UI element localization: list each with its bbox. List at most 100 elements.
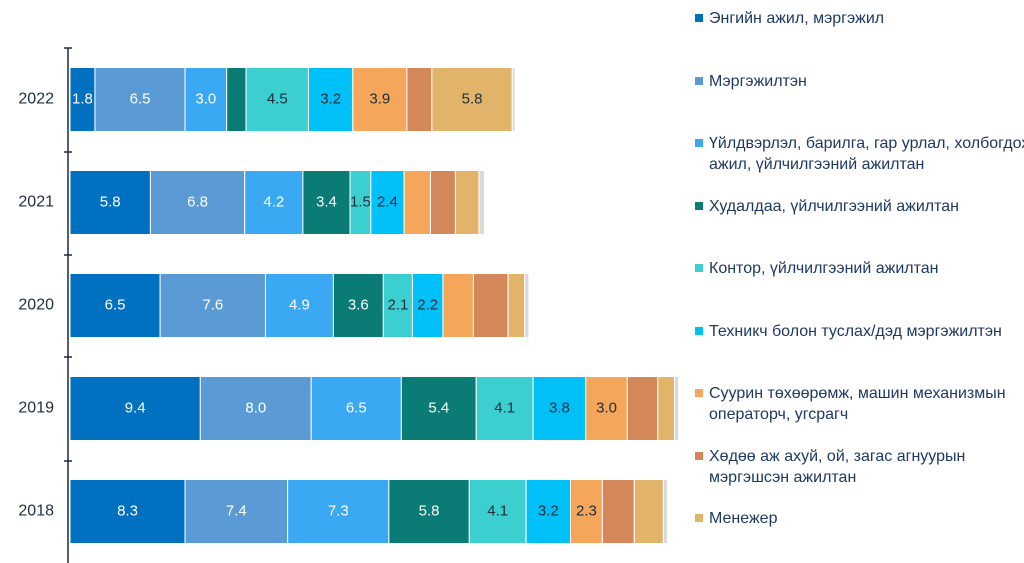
data-label: 6.5 (105, 296, 126, 313)
legend-swatch (695, 514, 703, 522)
bar-segment (406, 67, 433, 132)
legend-swatch (695, 14, 703, 22)
legend-label: Худалдаа, үйлчилгээний ажилтан (709, 197, 959, 215)
bar-segment (352, 67, 408, 132)
bar-segment (524, 273, 530, 338)
bar-segment (403, 170, 431, 235)
bar-segment (332, 273, 384, 338)
bar-segment (532, 376, 587, 441)
data-label: 4.9 (289, 296, 310, 313)
data-label: 6.5 (346, 399, 367, 416)
bar-segment (307, 67, 354, 132)
legend-label: Хөдөө аж ахуй, ой, загас агнуурын мэргэш… (709, 447, 966, 486)
bar-segment (662, 479, 669, 544)
bar-segment (264, 273, 334, 338)
legend-swatch (695, 451, 703, 460)
legend-swatch (695, 389, 703, 397)
bar-segment (442, 273, 474, 338)
data-label: 7.4 (226, 502, 247, 519)
bar-segment (429, 170, 456, 235)
data-label: 1.8 (72, 90, 93, 107)
bar-segment (310, 376, 402, 441)
legend-swatch (695, 139, 703, 147)
bar-segment (69, 67, 96, 132)
y-tick-label: 2019 (18, 400, 54, 417)
legend-label: Энгийн ажил, мэргэжил (709, 10, 885, 27)
legend-label: Үйлдвэрлэл, барилга, гар урлал, холбогдо… (709, 135, 1024, 173)
legend-item: Хөдөө аж ахуй, ой, загас агнуурын мэргэш… (695, 446, 1024, 488)
data-label: 2.3 (576, 502, 597, 519)
bar-segment (569, 479, 603, 544)
y-tick-label: 2022 (18, 91, 54, 108)
data-label: 8.3 (117, 502, 138, 519)
data-label: 3.6 (348, 296, 369, 313)
legend-swatch (695, 201, 703, 210)
bar-segment (69, 273, 161, 338)
legend-item: Мэргэжилтэн (695, 71, 1024, 92)
bar-segment (673, 376, 680, 441)
data-label: 7.6 (202, 296, 223, 313)
bar-segment (69, 376, 201, 441)
legend-item: Менежер (695, 508, 1024, 529)
legend-item: Үйлдвэрлэл, барилга, гар урлал, холбогдо… (695, 133, 1024, 175)
legend-label: Менежер (709, 510, 778, 527)
data-label: 5.8 (462, 90, 483, 107)
bar-segment (431, 67, 513, 132)
legend-label: Мэргэжилтэн (709, 72, 807, 90)
bar-segment (478, 170, 486, 235)
bar-segment (657, 376, 675, 441)
legend-item: Худалдаа, үйлчилгээний ажилтан (695, 196, 1024, 217)
legend-swatch (695, 326, 703, 335)
bar-segment (626, 376, 659, 441)
y-tick-label: 2020 (18, 297, 54, 314)
data-label: 4.1 (494, 399, 515, 416)
data-label: 3.2 (538, 502, 559, 519)
legend-label: Суурин төхөөрөмж, машин механизмын опера… (709, 385, 1006, 423)
data-label: 6.5 (130, 90, 151, 107)
data-label: 2.1 (387, 296, 408, 313)
data-label: 4.5 (267, 90, 288, 107)
bar-segment (472, 273, 509, 338)
data-label: 5.8 (100, 193, 121, 210)
y-tick-label: 2021 (18, 194, 54, 211)
bar-segment (601, 479, 635, 544)
bar-segment (245, 67, 309, 132)
data-label: 5.8 (419, 502, 440, 519)
bar-segment (468, 479, 527, 544)
data-label: 1.5 (350, 193, 371, 210)
bar-segment (244, 170, 304, 235)
legend-swatch (695, 264, 703, 272)
bar-segment (159, 273, 266, 338)
data-label: 3.2 (320, 90, 341, 107)
bar-segment (411, 273, 444, 338)
bar-segment (69, 479, 186, 544)
bar-segment (475, 376, 534, 441)
bar-segment (287, 479, 390, 544)
bar-segment (507, 273, 526, 338)
data-label: 3.0 (195, 90, 216, 107)
bar-segment (184, 479, 289, 544)
data-label: 3.9 (369, 90, 390, 107)
bar-segment (400, 376, 477, 441)
bar-segment (585, 376, 628, 441)
bar-segment (525, 479, 571, 544)
data-label: 9.4 (125, 399, 146, 416)
legend-label: Контор, үйлчилгээний ажилтан (709, 260, 939, 277)
data-label: 7.3 (328, 502, 349, 519)
legend-item: Суурин төхөөрөмж, машин механизмын опера… (695, 383, 1024, 425)
legend-item: Контор, үйлчилгээний ажилтан (695, 258, 1024, 279)
bar-segment (633, 479, 664, 544)
data-label: 4.2 (263, 193, 284, 210)
legend-item: Энгийн ажил, мэргэжил (695, 8, 1024, 29)
legend-label: Техникч болон туслах/дэд мэргэжилтэн (709, 322, 1002, 340)
legend-swatch (695, 76, 703, 85)
bar-segment (149, 170, 246, 235)
y-tick-label: 2018 (18, 503, 54, 520)
bar-segment (226, 67, 247, 132)
data-label: 6.8 (187, 193, 208, 210)
bar-segment (511, 67, 516, 132)
bar-segment (454, 170, 480, 235)
data-label: 3.8 (549, 399, 570, 416)
data-label: 2.2 (417, 296, 438, 313)
legend-item: Техникч болон туслах/дэд мэргэжилтэн (695, 321, 1024, 342)
